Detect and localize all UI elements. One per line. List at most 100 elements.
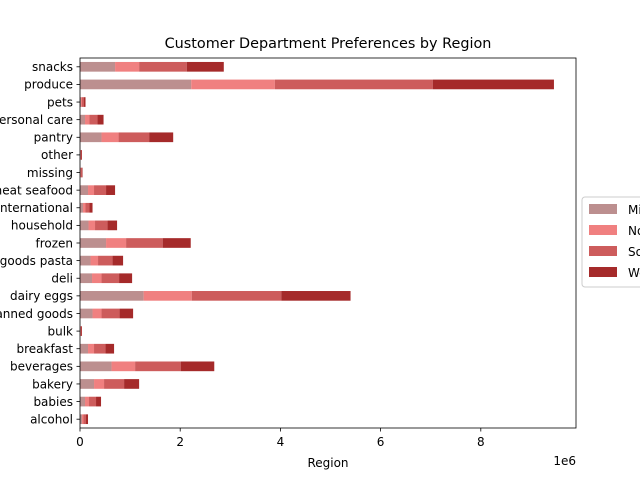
bar-other-northeast (80, 150, 81, 160)
bar-pets-midwest (80, 97, 81, 107)
bar-dairy-eggs-midwest (80, 291, 144, 301)
bar-pets-south (82, 97, 84, 107)
bar-bakery-west (124, 379, 140, 389)
legend-swatch-west (589, 267, 617, 277)
y-tick-label: bulk (47, 324, 73, 338)
bar-beverages-west (180, 361, 215, 372)
bar-produce-northeast (191, 79, 275, 90)
y-tick-label: personal care (0, 113, 73, 127)
bar-babies-west (96, 396, 102, 407)
bar-beverages-northeast (111, 361, 136, 372)
bar-household-south (95, 220, 108, 231)
bar-deli-northeast (92, 273, 102, 284)
bar-alcohol-south (83, 414, 87, 425)
bar-produce-west (432, 79, 554, 90)
bar-bulk-northeast (80, 326, 81, 336)
bar-meat-seafood-west (106, 185, 116, 195)
bar-household-northeast (88, 220, 96, 231)
bar-personal-care-midwest (80, 114, 86, 125)
bar-other-south (81, 150, 82, 160)
bar-dry-goods-pasta-northeast (90, 255, 99, 266)
bar-dry-goods-pasta-midwest (80, 255, 91, 266)
x-tick-label: 6 (377, 435, 385, 449)
y-tick-label: deli (51, 272, 73, 286)
bar-snacks-west (186, 61, 224, 72)
y-tick-label: pets (47, 95, 73, 109)
bar-dairy-eggs-northeast (143, 291, 192, 301)
bar-international-northeast (83, 202, 86, 213)
bar-snacks-northeast (115, 61, 140, 72)
bar-produce-midwest (80, 79, 192, 90)
bar-alcohol-northeast (82, 414, 84, 425)
y-tick-label: bakery (32, 377, 73, 391)
y-tick-label: other (41, 148, 73, 162)
legend-label-west: West (628, 266, 640, 280)
bar-frozen-south (126, 238, 163, 248)
legend-label-midwest: Midwest (628, 203, 640, 217)
y-tick-label: produce (24, 78, 73, 92)
bar-other-west (81, 150, 82, 160)
y-tick-label: alcohol (30, 412, 73, 426)
bar-meat-seafood-midwest (80, 185, 89, 195)
bar-babies-south (89, 396, 97, 407)
bar-household-midwest (80, 220, 89, 231)
bar-dry-goods-pasta-west (112, 255, 124, 266)
legend-frame (581, 196, 640, 288)
bar-babies-northeast (85, 396, 90, 407)
bar-deli-midwest (80, 273, 93, 284)
bar-meat-seafood-south (94, 185, 107, 195)
bar-personal-care-west (97, 114, 104, 125)
y-tick-label: international (0, 201, 73, 215)
bar-beverages-midwest (80, 361, 112, 372)
bar-pantry-northeast (101, 132, 119, 143)
bar-pantry-midwest (80, 132, 102, 143)
bar-canned-goods-south (101, 308, 120, 319)
bar-dry-goods-pasta-south (98, 255, 113, 266)
bar-international-west (89, 202, 93, 213)
bar-dairy-eggs-west (281, 291, 351, 301)
x-tick-label: 2 (176, 435, 184, 449)
bar-bakery-midwest (80, 379, 95, 389)
bar-bakery-south (104, 379, 125, 389)
bar-snacks-midwest (80, 61, 116, 72)
bar-deli-west (119, 273, 133, 284)
bar-alcohol-midwest (80, 414, 82, 425)
bar-bulk-south (81, 326, 82, 336)
legend-label-south: South (628, 245, 640, 259)
y-tick-label: babies (33, 395, 73, 409)
bar-personal-care-northeast (85, 114, 90, 125)
bar-missing-northeast (80, 167, 81, 178)
y-axis: alcohol babies bakery beverages breakfast bul… (0, 60, 80, 426)
bar-pantry-west (149, 132, 174, 143)
bar-beverages-south (135, 361, 181, 372)
bar-deli-south (101, 273, 120, 284)
bar-alcohol-west (86, 414, 89, 425)
bar-canned-goods-midwest (80, 308, 93, 319)
bar-breakfast-northeast (88, 343, 95, 354)
bar-frozen-west (162, 238, 191, 248)
bar-international-midwest (80, 202, 84, 213)
bar-international-south (85, 202, 90, 213)
bar-produce-south (274, 79, 433, 90)
bar-bulk-west (81, 326, 82, 336)
y-tick-label: beverages (10, 360, 73, 374)
x-tick-label: 0 (76, 435, 84, 449)
bar-frozen-midwest (80, 238, 107, 248)
y-tick-label: meat seafood (0, 183, 73, 197)
bar-breakfast-west (105, 343, 115, 354)
bar-canned-goods-northeast (92, 308, 102, 319)
bar-frozen-northeast (106, 238, 127, 248)
bar-bakery-northeast (94, 379, 105, 389)
bar-pantry-south (118, 132, 150, 143)
bar-missing-south (81, 167, 82, 178)
legend-swatch-midwest (589, 204, 617, 214)
y-tick-label: canned goods (0, 307, 73, 321)
legend: Midwest Northeast South West (581, 196, 640, 288)
bars-group (80, 61, 554, 425)
y-tick-label: missing (27, 166, 73, 180)
bar-pets-northeast (81, 97, 82, 107)
bar-breakfast-south (94, 343, 106, 354)
y-tick-label: frozen (35, 236, 73, 250)
x-axis-label: Region (307, 456, 348, 470)
